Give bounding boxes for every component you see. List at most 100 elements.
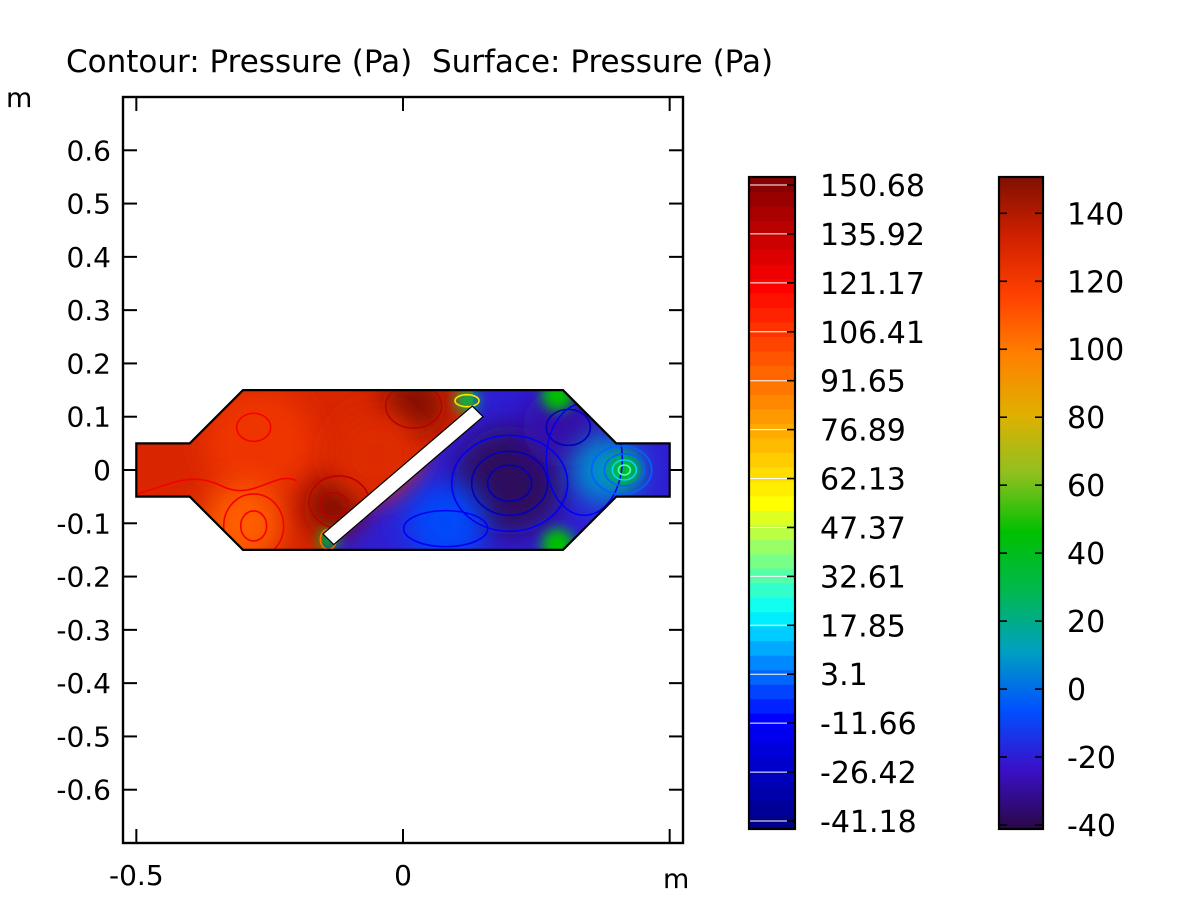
contour-colorbar-band [749, 263, 795, 280]
y-tick-label: 0.5 [66, 188, 111, 221]
contour-colorbar-label: -26.42 [820, 756, 917, 791]
contour-colorbar-band [749, 727, 795, 743]
surface-colorbar-label: 120 [1067, 265, 1124, 300]
contour-colorbar-band [749, 466, 795, 482]
contour-colorbar-band [749, 742, 795, 758]
contour-line [611, 459, 638, 481]
contour-colorbar-label: 91.65 [820, 365, 906, 400]
field-blob [541, 528, 574, 550]
contour-colorbar-label: 121.17 [820, 267, 925, 302]
y-tick-label: 0.2 [66, 347, 111, 380]
contour-colorbar-band [749, 350, 795, 366]
contour-colorbar-band [749, 234, 795, 251]
contour-colorbar-label: 17.85 [820, 609, 906, 644]
x-tick-label: -0.5 [109, 859, 164, 892]
contour-colorbar-band [749, 437, 795, 453]
x-unit-label: m [663, 864, 689, 895]
contour-colorbar-band [749, 597, 795, 613]
contour-colorbar-band [749, 495, 795, 511]
contour-colorbar-band [749, 394, 795, 410]
contour-line [402, 509, 489, 548]
contour-line [486, 464, 533, 503]
x-tick-label: 0 [394, 859, 412, 892]
contour-colorbar-band [749, 278, 795, 294]
contour-line [545, 408, 592, 447]
contour-line [235, 412, 272, 443]
contour-line [590, 445, 653, 495]
surface-colorbar-label: 140 [1067, 197, 1124, 232]
surface-colorbar: 140 120 100 80 60 40 20 0 -20 -40 [997, 175, 1124, 844]
contour-line [603, 453, 646, 487]
contour-colorbar-band [749, 611, 795, 627]
surface-colorbar-label: -20 [1067, 741, 1116, 776]
contour-colorbar-band [749, 771, 795, 787]
y-tick-label: 0.3 [66, 294, 111, 327]
axes: 0.6 0.5 0.4 0.3 0.2 0.1 0 -0.1 -0.2 -0.3 -0.4 -0.5 -… [56, 95, 685, 892]
surface-colorbar-label: 40 [1067, 537, 1105, 572]
contour-colorbar-band [749, 669, 795, 685]
contour-line [617, 464, 632, 476]
contour-line [318, 491, 349, 518]
contour-colorbar-label: 47.37 [820, 511, 906, 546]
contour-colorbar-label: 62.13 [820, 463, 906, 498]
contour-line [450, 434, 569, 533]
contour-colorbar-band [749, 698, 795, 714]
field-blob [204, 390, 314, 499]
contour-colorbar-band [749, 191, 795, 207]
contour-colorbar-band [749, 684, 795, 700]
contour-colorbar-label: 135.92 [820, 218, 925, 253]
contour-line [384, 390, 443, 429]
contour-colorbar-label: 150.68 [820, 169, 925, 204]
contour-colorbar-band [749, 713, 795, 729]
contour-colorbar-band [749, 553, 795, 569]
y-tick-label: 0.4 [66, 241, 111, 274]
contour-colorbar-band [749, 756, 795, 772]
y-tick-label: -0.6 [56, 774, 111, 807]
contour-colorbar-band [749, 249, 795, 265]
field-blob [331, 409, 422, 500]
contour-line [222, 493, 285, 550]
y-unit-label: m [6, 83, 32, 114]
surface-colorbar-gradient [999, 177, 1043, 829]
y-tick-label: -0.4 [56, 667, 111, 700]
y-tick-label: 0.1 [66, 401, 111, 434]
field-blob [541, 390, 574, 412]
contour-colorbar-label: 32.61 [820, 560, 906, 595]
contour-line [239, 510, 268, 542]
contour-colorbar-label: -11.66 [820, 707, 917, 742]
contour-colorbar-band [749, 510, 795, 526]
contour-colorbar-label: -41.18 [820, 805, 917, 840]
contour-line [454, 393, 480, 408]
contour-colorbar: 150.68 135.92 121.17 106.41 91.65 76.89 62.13 4… [747, 169, 925, 840]
contour-colorbar-band [749, 307, 795, 323]
surface-colorbar-label: 80 [1067, 401, 1105, 436]
contour-colorbar-band [749, 655, 795, 671]
contour-colorbar-band [749, 205, 795, 222]
contour-colorbar-band [749, 408, 795, 424]
surface-colorbar-frame [997, 175, 1045, 831]
contour-colorbar-band [749, 379, 795, 395]
contour-colorbar-band [749, 814, 795, 830]
contour-colorbar-band [749, 321, 795, 337]
contour-colorbar-band [749, 626, 795, 642]
contour-colorbar-band [749, 582, 795, 598]
pressure-field [135, 389, 671, 551]
surface-colorbar-label: 100 [1067, 333, 1124, 368]
contour-colorbar-frame [747, 175, 797, 831]
chart-title: Contour: Pressure (Pa) Surface: Pressure… [66, 44, 773, 80]
contour-colorbar-band [749, 539, 795, 555]
contour-colorbar-band [749, 640, 795, 656]
contour-colorbar-band [749, 292, 795, 308]
y-tick-label: -0.1 [56, 507, 111, 540]
contour-colorbar-band [749, 785, 795, 801]
y-tick-label: -0.2 [56, 561, 111, 594]
contour-colorbar-band [749, 800, 795, 816]
contour-colorbar-band [749, 452, 795, 468]
contour-line [136, 477, 297, 495]
contour-colorbar-band [749, 423, 795, 439]
baffle-plate [322, 405, 484, 546]
contour-colorbar-band [749, 524, 795, 540]
surface-colorbar-label: -40 [1067, 809, 1116, 844]
